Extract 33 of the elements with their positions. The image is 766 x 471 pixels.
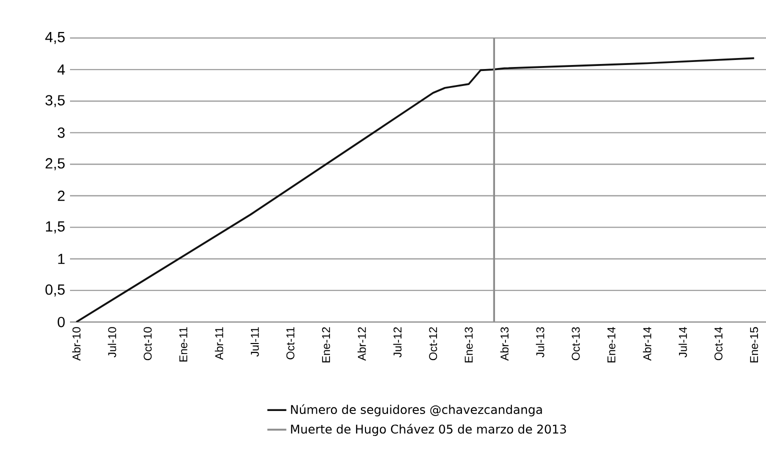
- y-tick-label: 0: [58, 316, 65, 328]
- y-tick-label: 0,5: [45, 284, 65, 297]
- x-tick-label: Abr-14: [642, 327, 652, 361]
- x-tick-label: Ene-13: [464, 327, 473, 362]
- x-tick-label: Ene-15: [750, 327, 758, 362]
- x-tick-label: Abr-12: [358, 327, 366, 361]
- x-tick-label: Jul-12: [393, 327, 402, 358]
- y-tick-label: 4,5: [45, 32, 65, 44]
- y-tick-label: 1: [58, 254, 65, 264]
- x-tick-label: Ene-12: [322, 327, 330, 362]
- y-tick-label: 3: [58, 127, 65, 138]
- legend-label: Muerte de Hugo Chávez 05 de marzo de 2013: [291, 424, 566, 436]
- x-tick-label: Oct-14: [714, 327, 722, 360]
- x-tick-label: Oct-12: [429, 327, 438, 360]
- x-tick-label: Jul-11: [250, 327, 259, 357]
- line-series: [75, 57, 756, 322]
- y-tick-label: 2,5: [46, 158, 65, 170]
- y-tick-label: 4: [57, 64, 65, 75]
- y-tick-label: 2: [58, 190, 65, 201]
- x-tick-label: Ene-14: [607, 327, 616, 362]
- x-tick-label: Jul-10: [108, 327, 116, 358]
- x-tick-label: Oct-10: [144, 327, 152, 360]
- x-tick-label: Abr-13: [500, 327, 509, 361]
- y-tick-label: 3,5: [45, 95, 65, 108]
- legend-label: Número de seguidores @chavezcandanga: [291, 404, 542, 416]
- x-tick-label: Abr-10: [72, 327, 80, 361]
- x-tick-label: Oct-13: [572, 327, 580, 360]
- x-tick-label: Jul-14: [678, 327, 687, 358]
- y-tick-label: 1,5: [46, 221, 65, 234]
- x-tick-label: Ene-11: [179, 327, 188, 362]
- x-tick-label: Jul-13: [536, 327, 544, 358]
- x-tick-label: Oct-11: [286, 327, 294, 360]
- x-tick-label: Abr-11: [214, 327, 224, 360]
